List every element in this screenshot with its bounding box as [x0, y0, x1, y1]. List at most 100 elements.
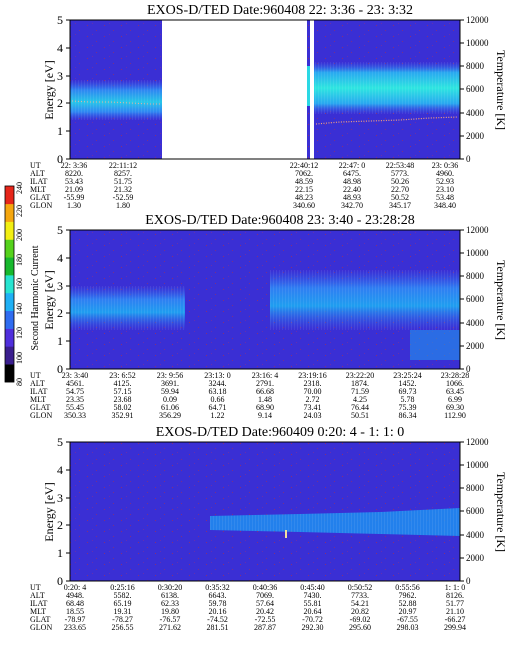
- orbit-cell: 23: 3:40: [62, 371, 88, 380]
- orbit-cell: 21.09: [65, 185, 83, 194]
- panel-1-y2tick: 10000: [466, 38, 489, 48]
- orbit-row-label: UT: [30, 371, 41, 380]
- orbit-cell: 57.64: [256, 599, 274, 608]
- panel-1-ytick: 2: [57, 96, 63, 110]
- orbit-cell: 57.15: [114, 387, 132, 396]
- orbit-cell: 295.60: [349, 623, 371, 632]
- orbit-column: 22:40:12 7062. 48.59 22.15 48.23 340.60: [290, 161, 318, 210]
- orbit-cell: 0:30:20: [158, 583, 182, 592]
- orbit-cell: 18.55: [66, 607, 84, 616]
- panel-1-y2tick: 4000: [466, 108, 485, 118]
- orbit-cell: 22:40:12: [290, 161, 318, 170]
- orbit-row-label: ILAT: [30, 387, 47, 396]
- orbit-cell: -69.02: [350, 615, 371, 624]
- orbit-cell: 53.43: [65, 177, 83, 186]
- panel-1-temperature-trace-left: [71, 100, 160, 105]
- panel-2-low-energy-band: [410, 330, 460, 360]
- panel-3-y-axis: 0 1 2 3 4 5 Energy [eV]: [42, 435, 70, 588]
- orbit-cell: 2.72: [306, 395, 320, 404]
- panel-1-ytick: 4: [57, 41, 63, 55]
- orbit-cell: 4125.: [114, 379, 132, 388]
- orbit-cell: 61.06: [161, 403, 179, 412]
- orbit-cell: -76.57: [160, 615, 181, 624]
- colorbar-swatch: [5, 275, 14, 294]
- orbit-row-label: MLT: [30, 395, 46, 404]
- orbit-cell: 23: 0:36: [432, 161, 458, 170]
- panel-2-plot-area: [69, 229, 461, 370]
- orbit-cell: 51.77: [446, 599, 464, 608]
- orbit-cell: 9.14: [258, 411, 272, 420]
- orbit-cell: 348.40: [434, 201, 456, 210]
- orbit-cell: 71.59: [351, 387, 369, 396]
- orbit-cell: 6643.: [209, 591, 227, 600]
- orbit-cell: 20.97: [399, 607, 417, 616]
- orbit-row-label: GLON: [30, 411, 52, 420]
- orbit-cell: 23.35: [66, 395, 84, 404]
- panel-1-y2-axis: 0 2000 4000 6000 8000 10000 12000 Temper…: [460, 15, 505, 164]
- orbit-cell: 0:55:56: [395, 583, 419, 592]
- orbit-cell: 22:47: 0: [339, 161, 365, 170]
- colorbar-swatch: [5, 346, 14, 365]
- panel-1-y2tick: 12000: [466, 15, 489, 25]
- orbit-cell: 0:20: 4: [64, 583, 86, 592]
- orbit-cell: 23.10: [436, 185, 454, 194]
- orbit-cell: 52.88: [399, 599, 417, 608]
- panel-1-ytick: 0: [57, 152, 63, 166]
- colorbar-tick: 220: [15, 205, 24, 217]
- panel-3-title: EXOS-D/TED Date:960409 0:20: 4 - 1: 1: 0: [156, 425, 404, 440]
- orbit-cell: 5773.: [391, 169, 409, 178]
- panel-3-ytick: 4: [57, 463, 63, 477]
- orbit-row-label: UT: [30, 583, 41, 592]
- panel-2-y2tick: 6000: [466, 294, 485, 304]
- orbit-row-label: ALT: [30, 169, 45, 178]
- orbit-cell: 0:50:52: [348, 583, 372, 592]
- orbit-row-label: ILAT: [30, 599, 47, 608]
- orbit-cell: 23:28:28: [441, 371, 469, 380]
- orbit-cell: 292.30: [302, 623, 324, 632]
- orbit-cell: 233.65: [64, 623, 86, 632]
- colorbar-tick: 240: [15, 182, 24, 194]
- colorbar: 80 100 120 140 160 180 200 220 240 Secon…: [4, 182, 41, 386]
- panel-3-ylabel: Energy [eV]: [42, 482, 56, 541]
- orbit-row-label: GLAT: [30, 615, 51, 624]
- colorbar-tick: 120: [15, 327, 24, 339]
- orbit-cell: 69.30: [446, 403, 464, 412]
- panel-2-title: EXOS-D/TED Date:960408 23: 3:40 - 23:28:…: [145, 213, 414, 228]
- orbit-cell: 54.75: [66, 387, 84, 396]
- orbit-cell: 20.64: [304, 607, 322, 616]
- orbit-cell: -78.27: [112, 615, 133, 624]
- panel-3-y2label: Temperature [K]: [494, 472, 505, 552]
- orbit-cell: -70.72: [302, 615, 323, 624]
- orbit-cell: 64.71: [209, 403, 227, 412]
- panel-2-ylabel: Energy [eV]: [42, 270, 56, 329]
- orbit-row-label: ALT: [30, 379, 45, 388]
- orbit-cell: 19.31: [114, 607, 132, 616]
- orbit-cell: 7733.: [351, 591, 369, 600]
- panel-3-ytick: 1: [57, 546, 63, 560]
- orbit-cell: 23:22:20: [346, 371, 374, 380]
- orbit-cell: 23.68: [114, 395, 132, 404]
- orbit-row-label: GLAT: [30, 193, 51, 202]
- orbit-cell: 54.21: [351, 599, 369, 608]
- orbit-cell: 58.02: [114, 403, 132, 412]
- orbit-cell: 23: 6:52: [109, 371, 135, 380]
- colorbar-swatch: [5, 310, 14, 329]
- orbit-cell: 22:53:48: [386, 161, 414, 170]
- orbit-cell: 1066.: [446, 379, 464, 388]
- panel-2-y2tick: 12000: [466, 225, 489, 235]
- orbit-cell: 69.73: [399, 387, 417, 396]
- orbit-row-label: GLON: [30, 201, 52, 210]
- orbit-cell: 0.09: [163, 395, 177, 404]
- orbit-cell: 6475.: [343, 169, 361, 178]
- orbit-cell: 51.75: [114, 177, 132, 186]
- colorbar-tick: 140: [15, 303, 24, 315]
- orbit-cell: 23:19:16: [298, 371, 326, 380]
- orbit-cell: 68.48: [66, 599, 84, 608]
- orbit-row-label: MLT: [30, 185, 46, 194]
- orbit-cell: 22.40: [343, 185, 361, 194]
